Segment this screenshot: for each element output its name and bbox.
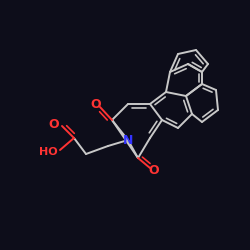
- Text: O: O: [91, 98, 101, 110]
- Text: O: O: [49, 118, 59, 130]
- Text: N: N: [123, 134, 133, 146]
- Text: HO: HO: [39, 147, 57, 157]
- Text: O: O: [149, 164, 159, 176]
